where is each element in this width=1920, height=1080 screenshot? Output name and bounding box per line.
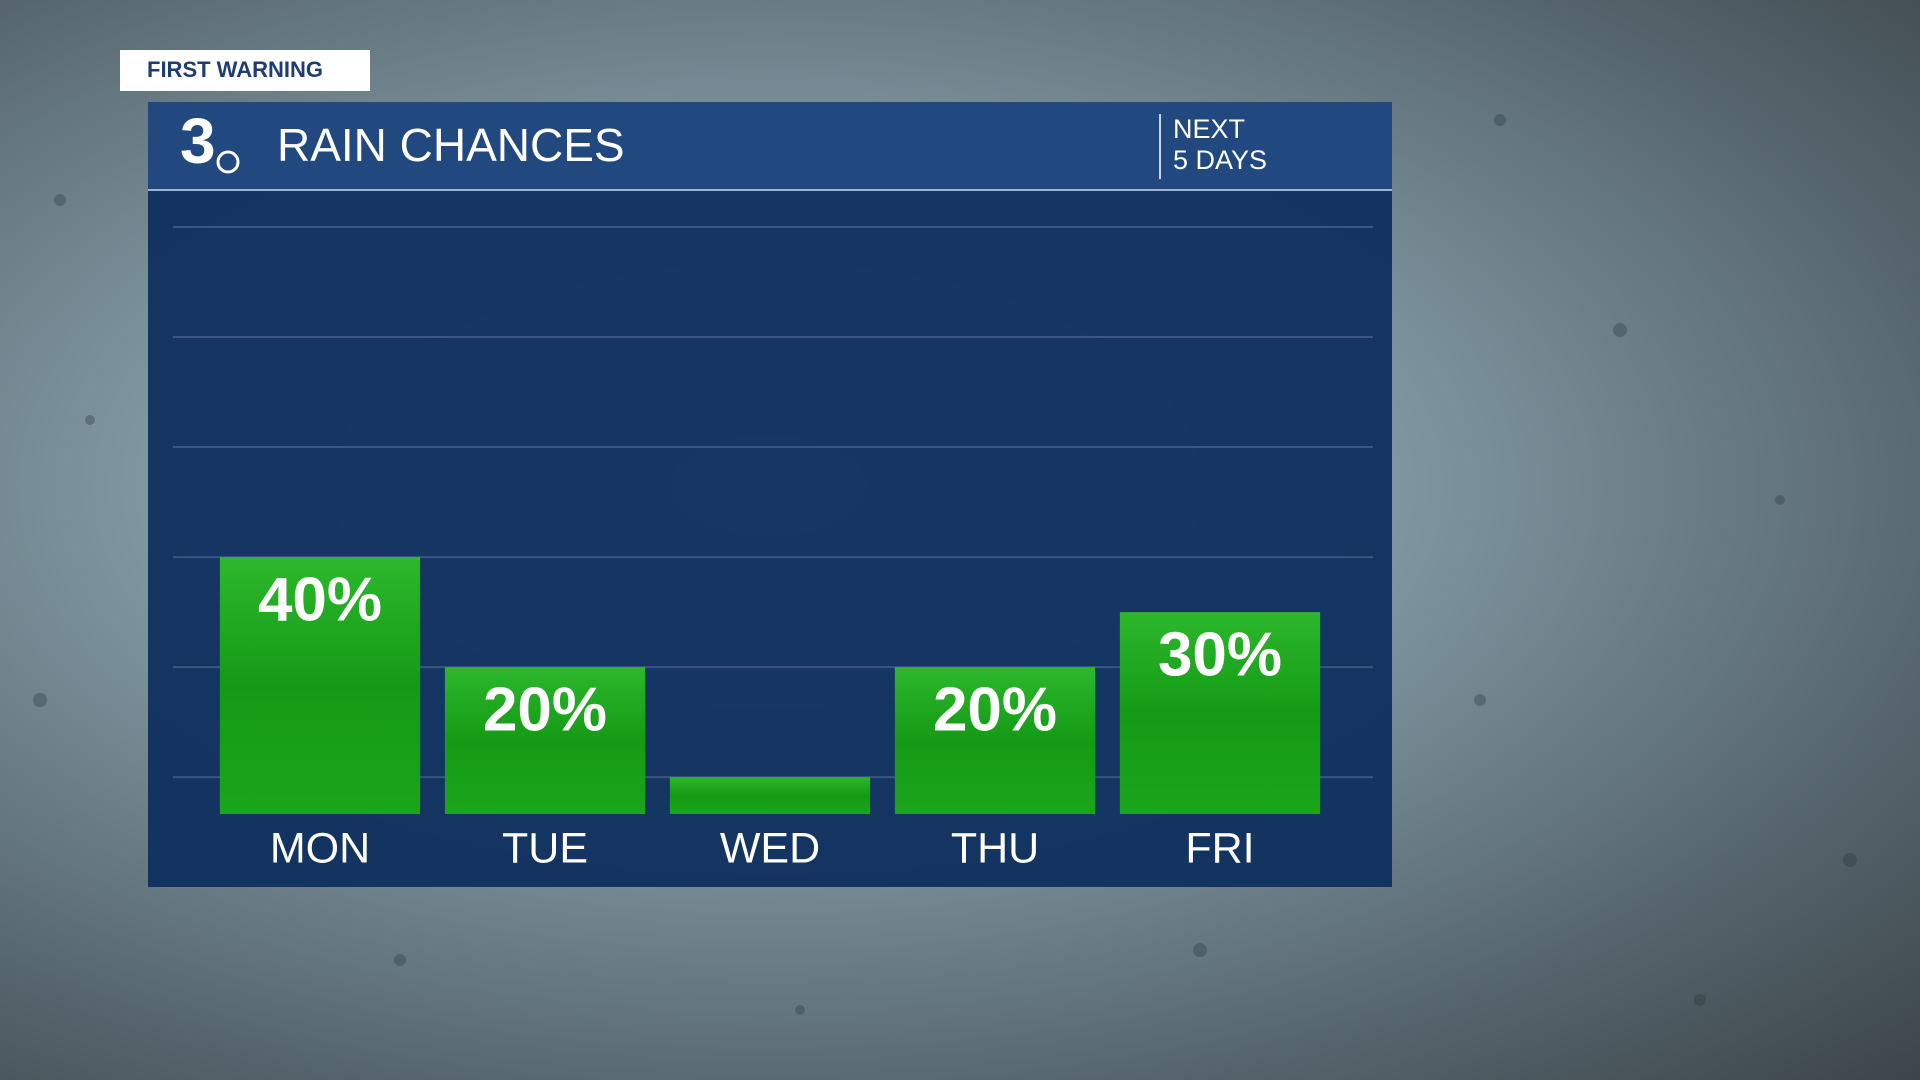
bar [894, 667, 1096, 814]
chart-title: RAIN CHANCES [277, 119, 625, 171]
value-label: 40% [258, 565, 382, 634]
value-label: 20% [933, 675, 1057, 744]
bar [669, 777, 871, 814]
bar [444, 667, 646, 814]
period-line: NEXT [1173, 114, 1245, 144]
period-line: 5 DAYS [1173, 145, 1267, 175]
header-bar [148, 102, 1392, 190]
value-label: 20% [483, 675, 607, 744]
drops [33, 114, 1857, 1015]
logo: 3 [180, 105, 216, 177]
value-label: 30% [1158, 620, 1282, 689]
logo-eye [216, 150, 240, 174]
bar [219, 557, 421, 814]
bar [1119, 612, 1321, 814]
x-tick-label: FRI [1185, 824, 1254, 872]
badge-box [120, 50, 370, 91]
x-tick-label: TUE [502, 824, 588, 872]
badge: FIRST WARNING [147, 57, 323, 82]
x-tick-label: WED [720, 824, 820, 872]
x-tick-label: THU [951, 824, 1039, 872]
x-tick-label: MON [270, 824, 370, 872]
